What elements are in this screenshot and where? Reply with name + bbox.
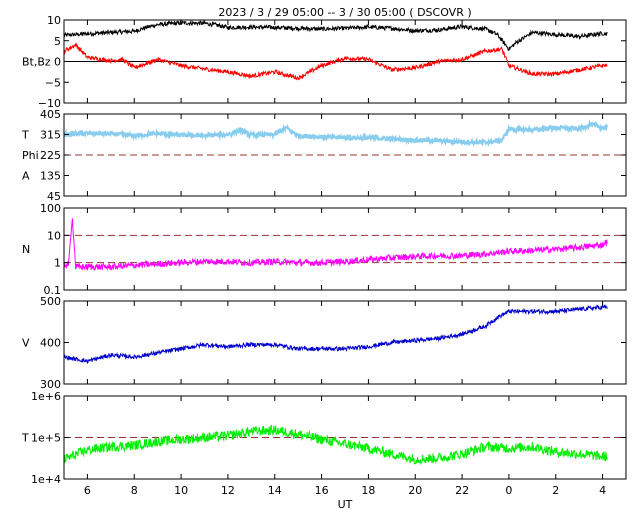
panel-frame	[63, 207, 627, 291]
y-tick-label: −10	[38, 97, 61, 110]
y-tick-label: 135	[40, 170, 61, 183]
y-tick-label: 1	[54, 257, 61, 270]
x-tick-label: 4	[599, 484, 606, 497]
series-n	[63, 218, 608, 272]
panel-density: 100 10 1 0.1 N	[22, 202, 627, 297]
y-axis-label: V	[22, 337, 30, 350]
y-tick-label: 0	[54, 56, 61, 69]
y-axis-label: T	[21, 432, 29, 445]
y-axis-label: Phi	[22, 149, 39, 162]
y-tick-label: 5	[54, 35, 61, 48]
series-temp	[63, 424, 608, 466]
x-axis-label: UT	[338, 498, 353, 511]
y-axis-label: N	[22, 243, 30, 256]
y-tick-label: 1e+4	[31, 473, 61, 486]
x-tick-label: 14	[268, 484, 282, 497]
y-axis-label: T	[21, 129, 29, 142]
x-tick-label: 8	[131, 484, 138, 497]
x-tick-label: 18	[361, 484, 375, 497]
x-tick-label: 0	[505, 484, 512, 497]
x-tick-label: 12	[221, 484, 235, 497]
panel-temperature: 1e+6 1e+5 1e+4 T	[21, 390, 627, 486]
x-axis-ticks: 6 8 10 12 14 16 18 20 22 0 2 4	[84, 484, 606, 497]
y-tick-label: 10	[47, 229, 61, 242]
panel-speed: 500 400 300 V	[22, 295, 627, 391]
y-tick-label: 1e+6	[31, 390, 61, 403]
series-bz	[63, 41, 608, 81]
y-tick-label: −5	[45, 76, 61, 89]
panel-frame	[63, 300, 627, 385]
y-tick-label: 500	[40, 295, 61, 308]
y-tick-label: 1e+5	[31, 432, 61, 445]
series-bt	[63, 19, 608, 51]
chart-title: 2023 / 3 / 29 05:00 -- 3 / 30 05:00 ( DS…	[218, 6, 471, 19]
chart-panels: 1050−5−10Bt,Bz40531522513545TPhiA1001010…	[21, 14, 627, 486]
x-tick-label: 10	[174, 484, 188, 497]
x-tick-label: 22	[455, 484, 469, 497]
x-tick-label: 6	[84, 484, 91, 497]
y-tick-label: 300	[40, 378, 61, 391]
panel-mag: 10 5 0 −5 −10 Bt,Bz	[22, 14, 627, 110]
y-tick-label: 0.1	[44, 284, 62, 297]
y-tick-label: 400	[40, 337, 61, 350]
x-tick-label: 20	[408, 484, 422, 497]
x-tick-label: 2	[552, 484, 559, 497]
y-axis-label: A	[22, 170, 30, 183]
y-tick-label: 100	[40, 202, 61, 215]
y-tick-label: 45	[47, 190, 61, 203]
y-tick-label: 10	[47, 14, 61, 27]
panel-angle: 405 315 225 135 45 T Phi A	[21, 108, 627, 203]
y-tick-label: 225	[40, 149, 61, 162]
x-tick-label: 16	[315, 484, 329, 497]
y-axis-label: Bt,Bz	[22, 56, 51, 69]
series-phi	[63, 119, 609, 148]
y-tick-label: 405	[40, 108, 61, 121]
y-tick-label: 315	[40, 129, 61, 142]
series-v	[63, 304, 608, 365]
